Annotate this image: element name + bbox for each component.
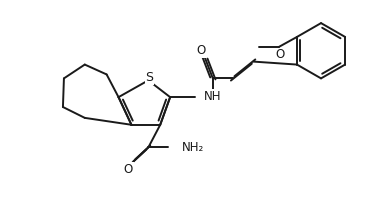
Text: O: O: [276, 48, 285, 61]
Text: NH: NH: [204, 90, 222, 103]
Text: NH₂: NH₂: [182, 141, 204, 154]
Text: S: S: [145, 71, 153, 84]
Text: O: O: [196, 44, 206, 57]
Text: O: O: [124, 163, 133, 176]
